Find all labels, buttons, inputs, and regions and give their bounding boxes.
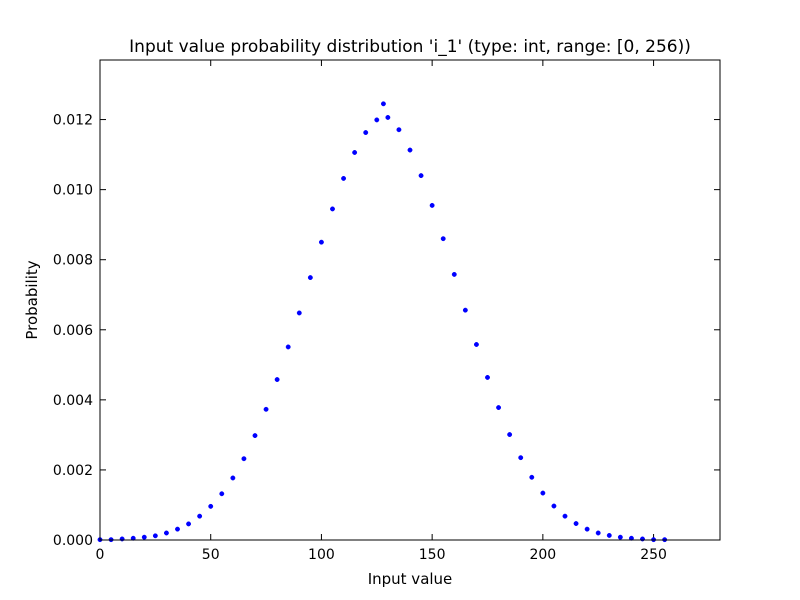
data-point bbox=[429, 202, 435, 208]
data-point bbox=[418, 173, 424, 179]
chart-title: Input value probability distribution 'i_… bbox=[129, 37, 691, 57]
data-point bbox=[617, 534, 623, 540]
y-tick-label: 0.004 bbox=[53, 393, 93, 409]
x-tick-label: 150 bbox=[419, 547, 446, 563]
data-point bbox=[529, 474, 535, 480]
x-axis-label: Input value bbox=[368, 570, 453, 588]
data-point bbox=[485, 374, 490, 380]
data-point bbox=[385, 115, 391, 120]
y-tick-label: 0.012 bbox=[53, 113, 93, 129]
y-tick-label: 0.008 bbox=[53, 253, 93, 269]
data-point bbox=[341, 175, 347, 181]
data-point bbox=[175, 526, 180, 532]
plot-frame bbox=[99, 59, 721, 541]
data-point bbox=[396, 127, 402, 133]
y-tick-label: 0.010 bbox=[53, 183, 93, 199]
data-point bbox=[241, 456, 247, 462]
x-tick-label: 0 bbox=[96, 547, 105, 563]
y-tick-label: 0.006 bbox=[53, 323, 93, 339]
data-point bbox=[197, 513, 203, 519]
data-point bbox=[507, 432, 513, 437]
data-point bbox=[573, 521, 579, 526]
data-point bbox=[296, 310, 302, 316]
y-axis-label: Probability bbox=[23, 260, 41, 339]
data-point bbox=[380, 101, 386, 107]
data-point bbox=[141, 534, 147, 540]
data-point bbox=[230, 475, 236, 481]
data-point bbox=[263, 406, 269, 412]
data-point bbox=[595, 530, 601, 536]
data-point bbox=[551, 503, 557, 509]
data-point bbox=[606, 532, 612, 538]
y-tick-label: 0.000 bbox=[53, 533, 93, 549]
data-point bbox=[330, 206, 335, 212]
x-tick-label: 250 bbox=[640, 547, 667, 563]
x-tick-label: 100 bbox=[308, 547, 335, 563]
data-point bbox=[496, 405, 502, 411]
data-point bbox=[307, 275, 313, 281]
data-point bbox=[562, 513, 568, 519]
data-points bbox=[97, 101, 668, 543]
x-tick-label: 200 bbox=[529, 547, 556, 563]
data-point bbox=[363, 130, 369, 135]
data-point bbox=[285, 344, 291, 350]
data-point bbox=[152, 533, 158, 539]
data-point bbox=[163, 530, 169, 536]
tick-group: 0 50 100 150 200 250 0.000 0.002 0.004 0.006 0.008… bbox=[53, 60, 720, 563]
data-point bbox=[252, 433, 258, 439]
data-point bbox=[274, 377, 280, 382]
data-point bbox=[352, 150, 358, 155]
y-tick-label: 0.002 bbox=[53, 463, 93, 479]
data-point bbox=[374, 117, 380, 123]
data-point bbox=[440, 236, 446, 242]
x-tick-label: 50 bbox=[202, 547, 220, 563]
data-point bbox=[584, 526, 590, 532]
data-point bbox=[473, 342, 479, 347]
data-point bbox=[518, 455, 524, 461]
data-point bbox=[186, 521, 192, 527]
data-point bbox=[407, 147, 413, 153]
data-point bbox=[219, 491, 225, 497]
data-point bbox=[318, 239, 324, 245]
data-point bbox=[451, 271, 457, 277]
data-point bbox=[208, 503, 214, 509]
data-point bbox=[462, 307, 468, 313]
data-point bbox=[540, 490, 546, 496]
